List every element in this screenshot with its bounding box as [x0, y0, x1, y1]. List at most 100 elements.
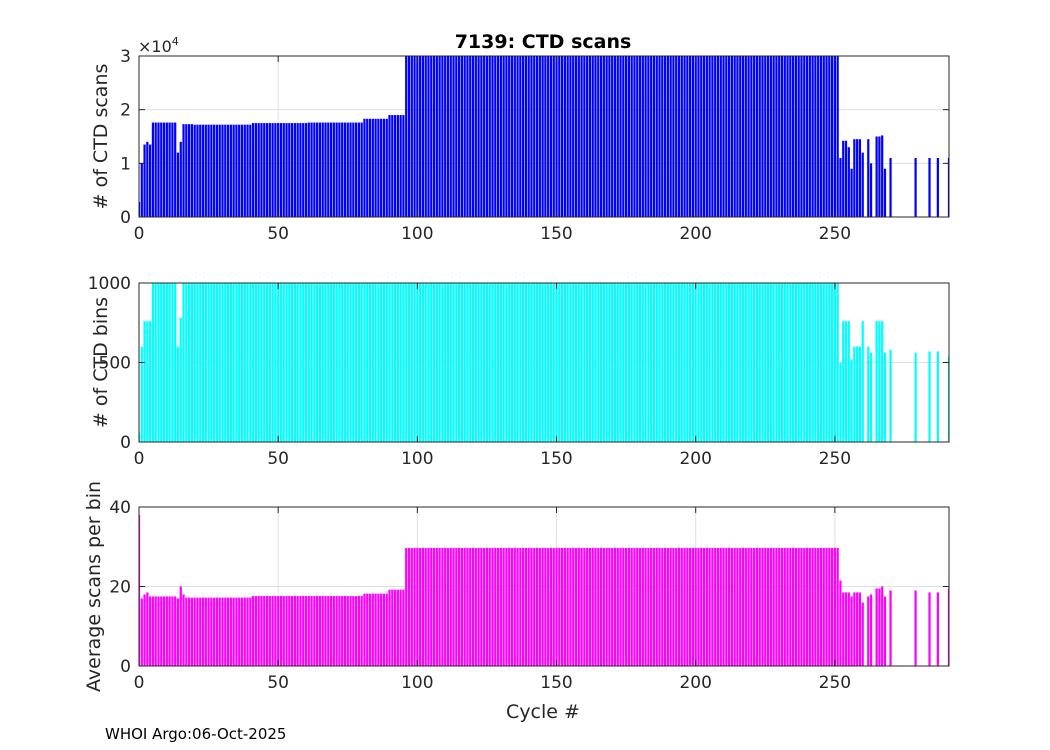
y-axis-label: # of CTD scans — [90, 64, 112, 210]
bar-avg — [391, 589, 394, 666]
bar-avg — [371, 593, 374, 666]
bar-bins — [747, 283, 750, 442]
bar-avg — [277, 596, 280, 666]
bar-bins — [675, 283, 678, 442]
bar-scans — [739, 56, 742, 217]
bar-scans — [560, 56, 564, 217]
bar-scans — [229, 124, 232, 217]
bar-bins — [672, 283, 675, 442]
bar-scans — [652, 56, 656, 217]
bar-scans — [441, 56, 444, 217]
bar-bins — [883, 352, 887, 442]
y-tick-label: 0 — [120, 433, 131, 453]
bar-avg — [441, 547, 444, 666]
bar-scans — [162, 122, 166, 217]
bar-bins — [435, 283, 438, 442]
bar-avg — [168, 596, 171, 666]
bar-scans — [221, 124, 224, 217]
bar-scans — [861, 152, 864, 217]
bar-bins — [139, 432, 141, 442]
y-axis-label: # of CTD bins — [90, 297, 112, 428]
bar-scans — [182, 124, 185, 217]
bar-bins — [650, 283, 653, 442]
bar-scans — [736, 56, 739, 217]
bar-bins — [663, 283, 667, 442]
bar-bins — [352, 283, 355, 442]
bar-avg — [455, 547, 458, 666]
bar-avg — [755, 547, 759, 666]
bar-bins — [936, 351, 939, 442]
bar-bins — [572, 283, 575, 442]
bar-avg — [204, 597, 207, 666]
bar-avg — [889, 590, 892, 666]
bar-bins — [522, 283, 525, 442]
bar-bins — [483, 283, 486, 442]
bar-scans — [844, 140, 848, 217]
bar-avg — [549, 547, 553, 666]
bar-avg — [577, 547, 580, 666]
bar-scans — [410, 56, 413, 217]
bar-avg — [836, 547, 839, 666]
bar-scans — [552, 56, 555, 217]
bar-scans — [856, 139, 859, 217]
y-exponent-power: 4 — [172, 35, 179, 48]
bar-scans — [329, 122, 333, 217]
bar-bins — [613, 283, 617, 442]
bar-avg — [357, 596, 361, 666]
bar-avg — [279, 596, 283, 666]
bar-avg — [608, 547, 611, 666]
bar-avg — [139, 514, 141, 666]
bar-scans — [238, 124, 241, 217]
bar-scans — [391, 115, 394, 217]
bar-scans — [730, 56, 733, 217]
bar-bins — [260, 283, 263, 442]
bar-bins — [313, 283, 316, 442]
bar-avg — [496, 547, 500, 666]
bar-scans — [149, 144, 152, 217]
bar-bins — [182, 283, 185, 442]
bar-bins — [828, 283, 831, 442]
bar-scans — [836, 56, 839, 217]
bar-avg — [822, 547, 825, 666]
bar-avg — [469, 547, 472, 666]
bar-avg — [711, 547, 714, 666]
bar-avg — [533, 547, 536, 666]
bar-bins — [343, 283, 347, 442]
bar-scans — [722, 56, 725, 217]
footer-credit: WHOI Argo:06-Oct-2025 — [105, 725, 287, 743]
bar-scans — [839, 157, 842, 217]
bar-scans — [505, 56, 508, 217]
bar-scans — [469, 56, 472, 217]
bar-avg — [238, 597, 241, 666]
bar-bins — [597, 283, 600, 442]
bar-bins — [254, 283, 258, 442]
bar-scans — [691, 56, 695, 217]
bar-scans — [538, 56, 541, 217]
bar-avg — [140, 598, 143, 666]
bar-avg — [179, 586, 182, 666]
bar-bins — [817, 283, 820, 442]
bar-avg — [797, 547, 800, 666]
bar-bins — [881, 321, 884, 442]
bar-avg — [413, 547, 416, 666]
bar-avg — [249, 597, 252, 666]
x-tick-label: 100 — [401, 673, 433, 693]
bar-bins — [758, 283, 761, 442]
bar-bins — [296, 283, 299, 442]
bar-bins — [530, 283, 533, 442]
bar-avg — [483, 547, 486, 666]
bar-avg — [388, 589, 391, 666]
bar-avg — [622, 547, 625, 666]
bar-bins — [705, 283, 708, 442]
bar-scans — [485, 56, 489, 217]
bar-bins — [249, 283, 252, 442]
bar-scans — [407, 56, 411, 217]
bar-avg — [185, 597, 188, 666]
bar-scans — [491, 56, 494, 217]
bar-bins — [814, 283, 817, 442]
bar-avg — [524, 547, 528, 666]
bar-avg — [438, 547, 441, 666]
bar-bins — [697, 283, 700, 442]
bar-bins — [789, 283, 792, 442]
bar-scans — [711, 56, 714, 217]
